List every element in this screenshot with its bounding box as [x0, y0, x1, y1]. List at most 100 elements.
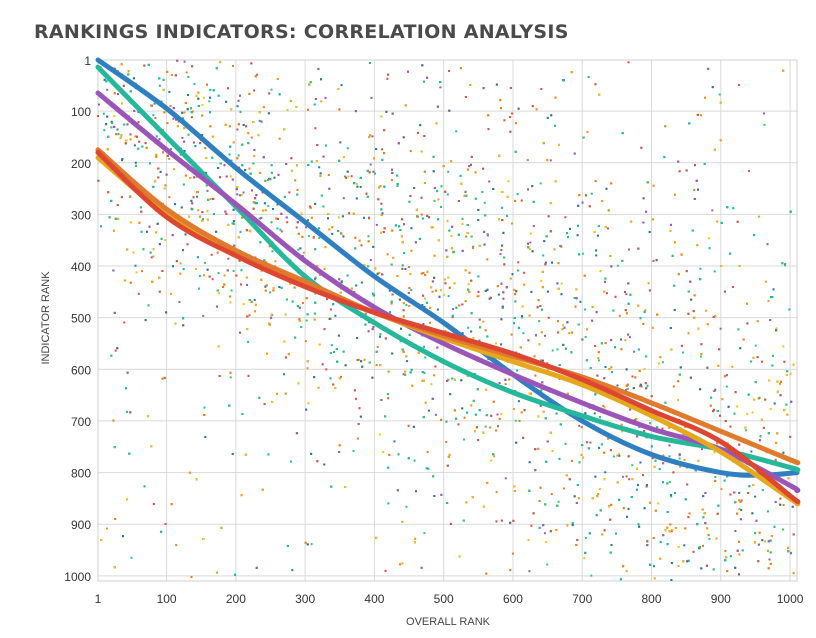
scatter-point: [589, 441, 592, 444]
scatter-point: [275, 217, 278, 220]
scatter-point: [541, 381, 544, 384]
scatter-point: [181, 117, 184, 120]
scatter-point: [625, 389, 627, 391]
scatter-point: [157, 176, 160, 179]
scatter-point: [269, 291, 272, 294]
scatter-point: [474, 171, 477, 174]
scatter-point: [566, 321, 569, 324]
scatter-point: [432, 475, 435, 478]
scatter-point: [530, 290, 533, 293]
scatter-point: [603, 406, 606, 409]
scatter-point: [445, 249, 448, 252]
scatter-point: [635, 488, 638, 491]
scatter-point: [185, 71, 188, 74]
scatter-point: [345, 176, 347, 179]
scatter-point: [627, 455, 630, 458]
scatter-point: [580, 426, 583, 429]
scatter-point: [112, 269, 115, 272]
scatter-point: [688, 122, 691, 125]
scatter-point: [285, 163, 288, 165]
scatter-point: [625, 368, 628, 371]
scatter-point: [151, 280, 154, 283]
scatter-point: [782, 451, 785, 454]
scatter-point: [113, 92, 116, 95]
scatter-point: [699, 114, 702, 117]
scatter-point: [295, 106, 298, 108]
scatter-point: [472, 337, 475, 340]
scatter-point: [359, 415, 362, 418]
scatter-point: [724, 559, 727, 562]
scatter-point: [500, 249, 503, 251]
scatter-point: [599, 270, 602, 273]
scatter-point: [183, 150, 186, 152]
scatter-point: [549, 159, 552, 162]
scatter-point: [401, 348, 404, 351]
scatter-point: [663, 156, 666, 159]
scatter-point: [742, 338, 745, 341]
scatter-point: [504, 378, 507, 381]
scatter-point: [470, 312, 473, 315]
scatter-point: [358, 407, 361, 410]
scatter-point: [501, 191, 504, 193]
scatter-point: [571, 522, 574, 524]
scatter-point: [328, 187, 331, 190]
scatter-point: [155, 231, 158, 234]
scatter-point: [182, 317, 185, 320]
scatter-point: [546, 159, 549, 162]
scatter-point: [363, 264, 366, 266]
scatter-point: [682, 351, 684, 354]
scatter-point: [787, 477, 790, 480]
scatter-point: [664, 529, 667, 532]
scatter-point: [128, 452, 131, 455]
scatter-point: [254, 75, 257, 78]
scatter-point: [673, 309, 676, 311]
scatter-point: [578, 253, 581, 256]
scatter-point: [486, 233, 489, 236]
scatter-point: [448, 286, 451, 289]
scatter-point: [144, 319, 147, 322]
scatter-point: [463, 194, 466, 197]
scatter-point: [620, 423, 623, 426]
scatter-point: [310, 543, 313, 546]
scatter-point: [405, 355, 408, 358]
scatter-point: [420, 150, 423, 153]
scatter-point: [421, 379, 424, 382]
scatter-point: [203, 274, 205, 277]
trend-line-1: [95, 57, 800, 478]
scatter-point: [764, 540, 767, 543]
scatter-point: [364, 312, 367, 315]
scatter-point: [274, 260, 277, 263]
scatter-point: [605, 187, 608, 190]
scatter-point: [490, 459, 493, 462]
scatter-point: [758, 531, 761, 534]
scatter-point: [549, 530, 552, 533]
scatter-point: [259, 241, 262, 244]
scatter-point: [267, 204, 270, 207]
scatter-point: [504, 383, 507, 386]
scatter-point: [482, 167, 485, 170]
scatter-point: [254, 197, 257, 200]
scatter-point: [782, 345, 785, 348]
scatter-point: [414, 537, 417, 540]
scatter-point: [673, 284, 676, 287]
scatter-point: [201, 114, 204, 117]
scatter-point: [464, 300, 467, 303]
scatter-point: [726, 206, 729, 209]
scatter-point: [402, 350, 405, 353]
scatter-point: [738, 573, 740, 576]
scatter-point: [478, 318, 481, 321]
scatter-point: [246, 315, 249, 318]
scatter-point: [276, 392, 278, 395]
scatter-point: [661, 427, 664, 430]
scatter-point: [215, 67, 218, 70]
scatter-point: [149, 251, 152, 254]
y-tick-label: 1: [84, 54, 91, 68]
scatter-point: [201, 104, 204, 107]
scatter-point: [527, 539, 530, 541]
scatter-point: [603, 451, 606, 454]
scatter-point: [241, 413, 244, 415]
scatter-point: [627, 302, 630, 305]
scatter-point: [774, 458, 777, 461]
scatter-point: [626, 383, 629, 386]
scatter-point: [202, 538, 205, 540]
